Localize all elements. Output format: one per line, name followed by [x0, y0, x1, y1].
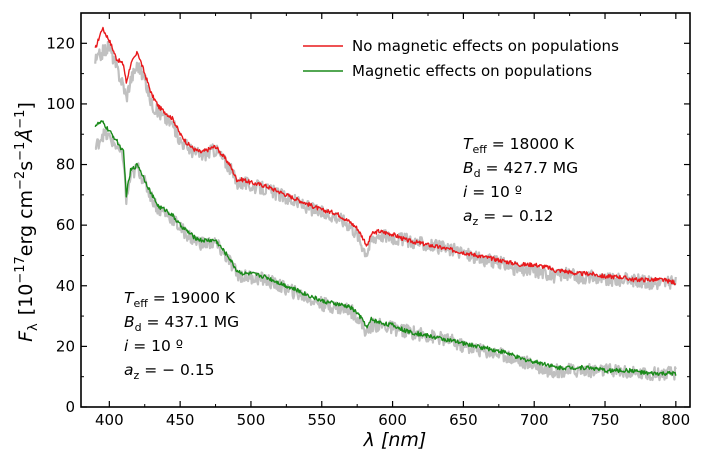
annotation-upper-line-0: Teff = 18000 K: [463, 135, 575, 156]
annotation-upper: Teff = 18000 K Bd = 427.7 MG i = 10 º az = …: [463, 135, 578, 228]
x-tick-label-800: 800: [662, 411, 691, 429]
x-tick-label-750: 750: [591, 411, 620, 429]
y-axis-title: Fλ[10−17erg cm−2s−1Å−1]: [13, 102, 41, 342]
observed-spectra: [94, 40, 677, 382]
x-tick-label-400: 400: [95, 411, 124, 429]
x-axis-ticks: 400 450 500 550 600 650 700 750 800: [95, 13, 690, 429]
observed-spectrum-line-3: [94, 128, 677, 382]
series-line-1: [94, 120, 677, 376]
y-axis-title-symbol: F: [15, 330, 37, 342]
x-axis-title: λ [nm]: [363, 429, 427, 451]
series-line-0: [94, 26, 677, 286]
y-tick-label-120: 120: [46, 34, 75, 52]
y-axis-ticks: 0 20 40 60 80 100 120: [46, 34, 690, 416]
model-spectra: [94, 26, 677, 376]
y-tick-label-40: 40: [56, 277, 75, 295]
y-axis-title-bracket-open: [10: [15, 284, 37, 316]
y-axis-title-erg: erg cm: [15, 190, 37, 256]
y-axis-title-s: s: [15, 161, 37, 171]
annotation-lower: Teff = 19000 K Bd = 437.1 MG i = 10 º az = …: [124, 289, 239, 382]
y-axis-title-exp4: −1: [13, 110, 28, 129]
x-tick-label-700: 700: [520, 411, 549, 429]
y-axis-title-exp2: −2: [13, 171, 28, 190]
y-axis-title-bracket-close: ]: [15, 102, 37, 109]
y-tick-label-0: 0: [65, 398, 75, 416]
x-tick-label-650: 650: [449, 411, 478, 429]
annotation-lower-line-0: Teff = 19000 K: [124, 289, 236, 310]
annotation-upper-line-1: Bd = 427.7 MG: [463, 159, 578, 180]
x-tick-label-600: 600: [378, 411, 407, 429]
y-axis-title-angstrom: Å: [14, 129, 37, 144]
legend-label-magnetic: Magnetic effects on populations: [352, 62, 592, 80]
observed-spectrum-line-2: [94, 40, 677, 291]
annotation-lower-line-2: i = 10 º: [124, 337, 183, 355]
x-axis-title-text: λ [nm]: [363, 429, 427, 451]
annotation-lower-line-3: az = − 0.15: [124, 361, 215, 382]
plot-frame: [80, 12, 691, 408]
y-tick-label-60: 60: [56, 216, 75, 234]
y-tick-label-100: 100: [46, 95, 75, 113]
y-tick-label-20: 20: [56, 337, 75, 355]
x-tick-label-450: 450: [166, 411, 195, 429]
y-axis-title-sub: λ: [26, 323, 41, 331]
x-tick-label-550: 550: [307, 411, 336, 429]
annotation-upper-line-3: az = − 0.12: [463, 207, 554, 228]
y-axis-title-exp1: −17: [13, 256, 28, 283]
y-axis-title-exp3: −1: [13, 142, 28, 161]
y-tick-label-80: 80: [56, 156, 75, 174]
x-tick-label-500: 500: [237, 411, 266, 429]
legend-label-no-magnetic: No magnetic effects on populations: [352, 37, 619, 55]
annotation-lower-line-1: Bd = 437.1 MG: [124, 313, 239, 334]
annotation-upper-line-2: i = 10 º: [463, 183, 522, 201]
legend: No magnetic effects on populations Magne…: [303, 37, 619, 80]
svg-text:Fλ[10−17erg cm−2s−1Å−1]: Fλ[10−17erg cm−2s−1Å−1]: [13, 102, 41, 342]
